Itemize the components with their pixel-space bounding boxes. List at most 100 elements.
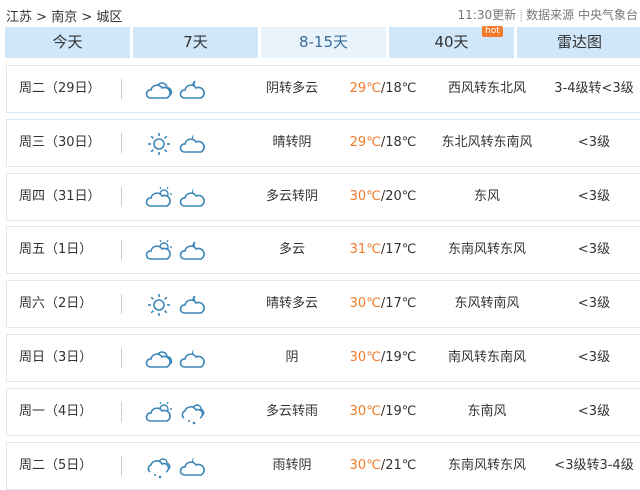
partly-cloudy-icon bbox=[145, 240, 172, 261]
sunny-icon bbox=[148, 294, 170, 317]
high-temp: 29℃ bbox=[349, 134, 381, 150]
wind-direction: 东南风转东风 bbox=[447, 242, 526, 258]
divider bbox=[121, 401, 122, 422]
day-date: 周六（2日） bbox=[19, 296, 93, 312]
day-date: 周一（4日） bbox=[19, 403, 93, 419]
low-temp: /18℃ bbox=[380, 134, 417, 150]
divider bbox=[121, 186, 122, 207]
wind-level: <3级 bbox=[577, 296, 611, 312]
cloudy-icon bbox=[145, 82, 173, 99]
cloudy-icon bbox=[145, 351, 173, 368]
forecast-row: 周日（3日） 阴 30℃/19℃ 南风转东南风 <3级 bbox=[6, 334, 640, 382]
day-date: 周二（5日） bbox=[19, 457, 93, 473]
cloudy-night-icon bbox=[179, 80, 205, 99]
temperature: 30℃/21℃ bbox=[343, 443, 423, 489]
tab-today[interactable]: 今天 bbox=[5, 27, 130, 58]
wind-level: <3级 bbox=[577, 403, 611, 419]
wind-level: <3级 bbox=[577, 350, 611, 365]
partly-cloudy-icon bbox=[145, 401, 172, 422]
breadcrumb-province[interactable]: 江苏 bbox=[6, 10, 33, 25]
weather-desc: 多云 bbox=[278, 242, 305, 258]
weather-desc: 阴转多云 bbox=[265, 81, 318, 96]
weather-desc: 阴 bbox=[285, 350, 299, 365]
wind-direction: 东南风转东风 bbox=[447, 457, 526, 473]
wind-level: <3级 bbox=[577, 242, 611, 258]
update-info: 11:30更新 | 数据来源 中央气象台 bbox=[457, 8, 638, 22]
breadcrumb-sep: > bbox=[77, 10, 97, 25]
divider bbox=[121, 455, 122, 476]
temperature: 29℃/18℃ bbox=[343, 120, 423, 166]
high-temp: 30℃ bbox=[349, 296, 381, 312]
wind-direction: 南风转东南风 bbox=[447, 350, 526, 365]
temperature: 29℃/18℃ bbox=[343, 66, 423, 112]
sunny-icon bbox=[148, 132, 170, 155]
cloudy-night-filled-icon bbox=[179, 349, 205, 368]
weather-desc: 多云转雨 bbox=[265, 403, 318, 419]
wind-direction: 东北风转东南风 bbox=[441, 134, 533, 150]
wind-direction: 东风转南风 bbox=[454, 296, 520, 312]
forecast-tabs: 今天 7天 8-15天 40天 hot 雷达图 bbox=[5, 26, 640, 58]
tab-radar[interactable]: 雷达图 bbox=[517, 27, 640, 58]
wind-level: <3级转3-4级 bbox=[554, 457, 634, 473]
breadcrumb-sep: > bbox=[32, 10, 52, 25]
forecast-row: 周一（4日） 多云转雨 30℃/19℃ 东南风 <3级 bbox=[6, 387, 640, 436]
wind-direction: 东风 bbox=[473, 188, 500, 204]
temperature: 30℃/20℃ bbox=[343, 174, 423, 220]
hot-badge: hot bbox=[482, 26, 503, 37]
tab-8-15-days[interactable]: 8-15天 bbox=[261, 27, 386, 58]
tab-7-days[interactable]: 7天 bbox=[133, 27, 258, 58]
low-temp: /19℃ bbox=[380, 350, 417, 365]
low-temp: /17℃ bbox=[380, 296, 417, 312]
high-temp: 30℃ bbox=[349, 350, 381, 365]
low-temp: /19℃ bbox=[380, 403, 417, 419]
temperature: 30℃/17℃ bbox=[343, 281, 423, 327]
wind-direction: 西风转东北风 bbox=[447, 81, 526, 96]
temperature: 30℃/19℃ bbox=[343, 389, 423, 435]
forecast-row: 周二（5日） 雨转阴 30℃/21℃ 东南风转东风 <3级转3-4级 bbox=[6, 441, 640, 490]
forecast-row: 周五（1日） 多云 31℃/17℃ 东南风转东风 <3级 bbox=[6, 226, 640, 275]
divider bbox=[121, 240, 122, 261]
cloudy-night-filled-icon bbox=[179, 456, 205, 476]
day-date: 周五（1日） bbox=[19, 242, 93, 258]
weather-desc: 多云转阴 bbox=[265, 188, 318, 204]
forecast-row: 周六（2日） 晴转多云 30℃/17℃ 东风转南风 <3级 bbox=[6, 280, 640, 329]
weather-desc: 晴转阴 bbox=[272, 134, 312, 150]
tab-label: 40天 bbox=[434, 33, 469, 51]
temperature: 30℃/19℃ bbox=[343, 335, 423, 381]
weather-desc: 雨转阴 bbox=[272, 457, 312, 473]
breadcrumb: 江苏 > 南京 > 城区 bbox=[6, 6, 122, 25]
divider bbox=[121, 79, 122, 99]
tab-40-days[interactable]: 40天 hot bbox=[389, 26, 514, 58]
high-temp: 30℃ bbox=[349, 188, 381, 204]
partly-cloudy-icon bbox=[145, 186, 172, 207]
divider bbox=[121, 348, 122, 368]
forecast-row: 周二（29日） 阴转多云 29℃/18℃ 西风转东北风 3-4级转<3级 bbox=[6, 65, 640, 113]
wind-direction: 东南风 bbox=[467, 403, 507, 419]
day-date: 周二（29日） bbox=[19, 81, 101, 96]
cloudy-night-filled-icon bbox=[179, 187, 205, 207]
cloudy-night-icon bbox=[179, 295, 205, 314]
forecast-row: 周三（30日） 晴转阴 29℃/18℃ 东北风转东南风 <3级 bbox=[6, 118, 640, 167]
breadcrumb-district: 城区 bbox=[96, 10, 123, 25]
high-temp: 30℃ bbox=[349, 457, 381, 473]
cloudy-night-icon bbox=[179, 241, 205, 261]
wind-level: <3级 bbox=[577, 188, 611, 204]
high-temp: 30℃ bbox=[349, 403, 381, 419]
wind-level: <3级 bbox=[577, 134, 611, 150]
divider bbox=[121, 294, 122, 315]
rain-icon bbox=[147, 457, 171, 478]
forecast-row: 周四（31日） 多云转阴 30℃/20℃ 东风 <3级 bbox=[6, 172, 640, 221]
day-date: 周三（30日） bbox=[19, 134, 101, 150]
wind-level: 3-4级转<3级 bbox=[554, 81, 634, 96]
rain-icon bbox=[181, 404, 205, 425]
high-temp: 31℃ bbox=[349, 242, 381, 258]
day-date: 周四（31日） bbox=[19, 188, 101, 204]
low-temp: /18℃ bbox=[380, 81, 417, 96]
high-temp: 29℃ bbox=[349, 81, 381, 96]
divider bbox=[121, 132, 122, 153]
breadcrumb-city[interactable]: 南京 bbox=[51, 10, 78, 25]
update-time: 11:30更新 bbox=[457, 8, 517, 22]
data-source: 数据来源 中央气象台 bbox=[526, 8, 638, 22]
low-temp: /17℃ bbox=[380, 242, 417, 258]
low-temp: /20℃ bbox=[380, 188, 417, 204]
